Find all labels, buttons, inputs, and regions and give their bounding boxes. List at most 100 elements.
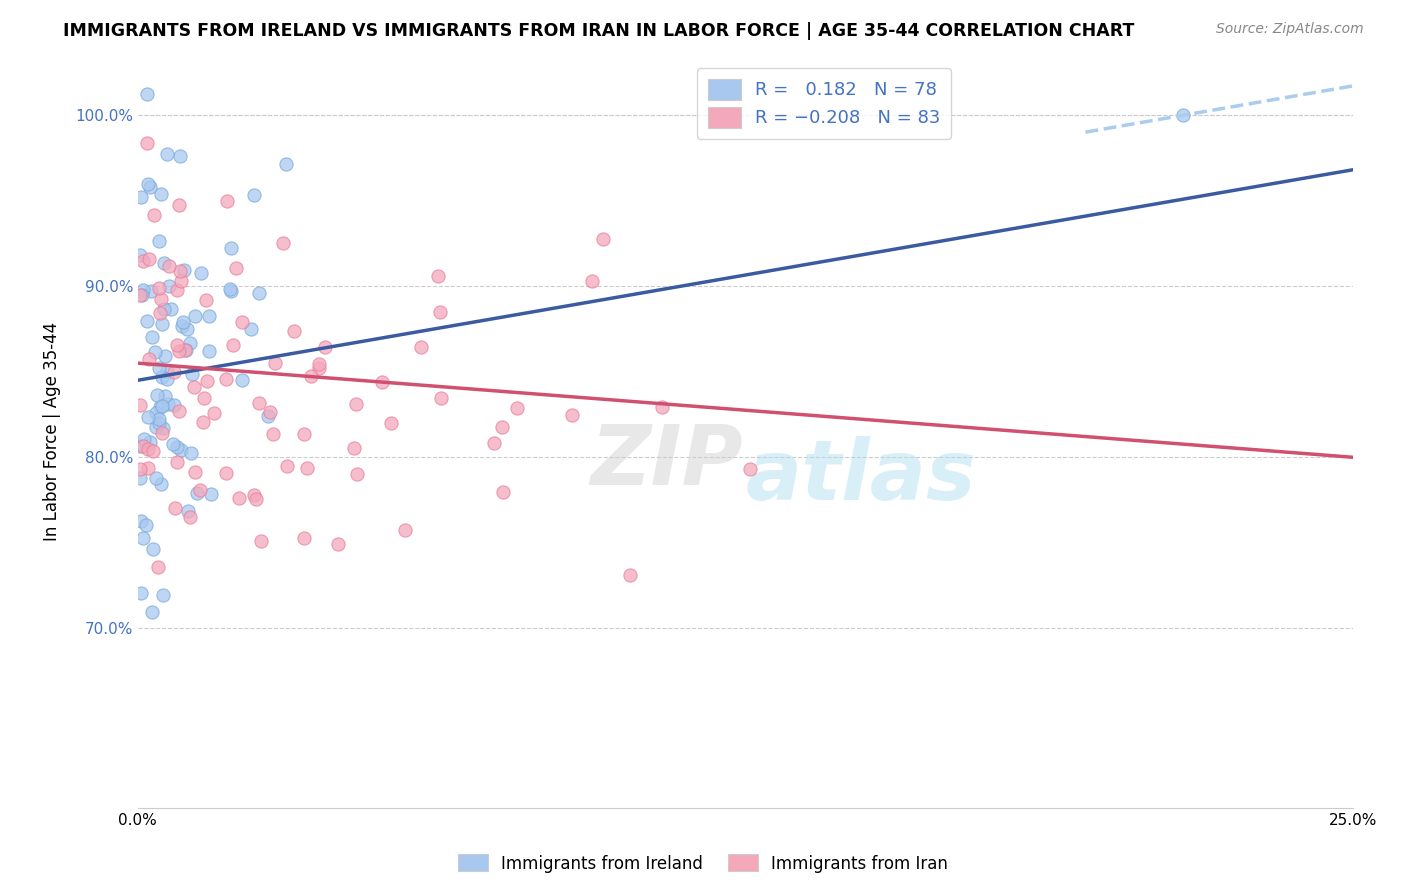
- Point: [172, 315, 194, 329]
- Point: [132, 253, 155, 268]
- Point: [283, 325, 305, 339]
- Point: [152, 421, 174, 435]
- Point: [170, 318, 193, 333]
- Legend: R =   0.182   N = 78, R = −0.208   N = 83: R = 0.182 N = 78, R = −0.208 N = 83: [697, 68, 952, 138]
- Point: [186, 486, 208, 500]
- Point: [411, 340, 433, 354]
- Point: [738, 462, 761, 476]
- Point: [166, 338, 188, 352]
- Point: [167, 198, 190, 212]
- Point: [166, 440, 188, 454]
- Y-axis label: In Labor Force | Age 35-44: In Labor Force | Age 35-44: [44, 322, 60, 541]
- Point: [141, 605, 163, 619]
- Point: [249, 534, 271, 549]
- Legend: Immigrants from Ireland, Immigrants from Iran: Immigrants from Ireland, Immigrants from…: [451, 847, 955, 880]
- Point: [129, 585, 152, 599]
- Point: [129, 287, 152, 301]
- Point: [135, 87, 157, 102]
- Point: [160, 301, 183, 316]
- Point: [215, 466, 238, 480]
- Point: [162, 437, 184, 451]
- Text: Source: ZipAtlas.com: Source: ZipAtlas.com: [1216, 22, 1364, 37]
- Point: [136, 409, 159, 424]
- Point: [219, 284, 242, 298]
- Point: [136, 177, 159, 191]
- Point: [200, 487, 222, 501]
- Point: [149, 292, 172, 306]
- Point: [276, 157, 298, 171]
- Point: [314, 340, 336, 354]
- Point: [136, 314, 159, 328]
- Point: [581, 274, 603, 288]
- Point: [139, 285, 162, 299]
- Point: [163, 365, 186, 379]
- Point: [183, 380, 205, 394]
- Point: [326, 536, 349, 550]
- Point: [257, 409, 280, 423]
- Point: [132, 531, 155, 545]
- Point: [132, 432, 155, 446]
- Point: [247, 286, 270, 301]
- Point: [157, 279, 180, 293]
- Point: [184, 465, 207, 479]
- Point: [180, 368, 202, 382]
- Point: [145, 406, 167, 420]
- Point: [651, 400, 673, 414]
- Point: [129, 462, 152, 476]
- Point: [276, 458, 298, 473]
- Point: [242, 488, 264, 502]
- Text: IMMIGRANTS FROM IRELAND VS IMMIGRANTS FROM IRAN IN LABOR FORCE | AGE 35-44 CORRE: IMMIGRANTS FROM IRELAND VS IMMIGRANTS FR…: [63, 22, 1135, 40]
- Point: [169, 148, 191, 162]
- Point: [263, 356, 285, 370]
- Point: [143, 345, 166, 359]
- Point: [129, 248, 152, 262]
- Point: [343, 441, 366, 455]
- Point: [380, 416, 402, 430]
- Point: [292, 531, 315, 545]
- Point: [138, 252, 160, 266]
- Point: [131, 288, 153, 302]
- Point: [165, 500, 187, 515]
- Point: [141, 542, 163, 557]
- Point: [150, 399, 173, 413]
- Point: [131, 439, 153, 453]
- Point: [231, 315, 253, 329]
- Point: [148, 411, 170, 425]
- Point: [143, 208, 166, 222]
- Point: [176, 322, 198, 336]
- Point: [150, 187, 173, 202]
- Point: [190, 266, 212, 280]
- Point: [145, 420, 167, 434]
- Point: [1171, 108, 1194, 122]
- Point: [153, 349, 176, 363]
- Point: [174, 343, 197, 357]
- Point: [135, 136, 157, 150]
- Point: [150, 369, 173, 384]
- Point: [427, 269, 450, 284]
- Point: [561, 408, 583, 422]
- Point: [129, 471, 152, 485]
- Point: [346, 467, 368, 482]
- Point: [217, 194, 239, 209]
- Point: [173, 263, 195, 277]
- Point: [135, 517, 157, 532]
- Text: ZIP: ZIP: [591, 421, 742, 502]
- Point: [202, 406, 225, 420]
- Point: [371, 376, 394, 390]
- Point: [231, 374, 253, 388]
- Point: [194, 293, 217, 307]
- Point: [166, 283, 188, 297]
- Point: [245, 492, 267, 507]
- Point: [162, 398, 184, 412]
- Point: [136, 461, 159, 475]
- Point: [132, 283, 155, 297]
- Point: [506, 401, 529, 416]
- Point: [198, 344, 221, 359]
- Point: [484, 435, 506, 450]
- Point: [271, 235, 294, 250]
- Point: [139, 435, 162, 450]
- Point: [177, 504, 200, 518]
- Point: [247, 395, 270, 409]
- Point: [184, 309, 207, 323]
- Point: [179, 510, 201, 524]
